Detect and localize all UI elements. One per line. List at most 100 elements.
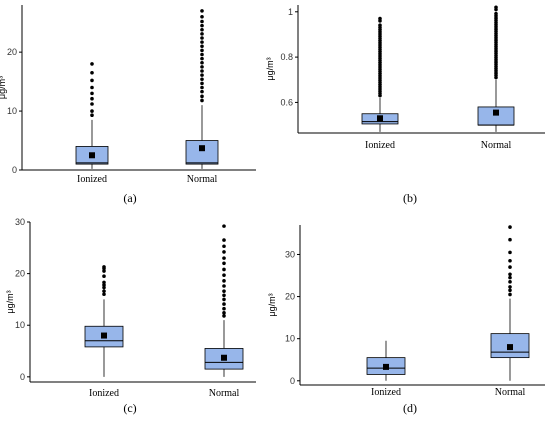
y-tick-label: 0.6 — [280, 97, 293, 107]
outlier-point — [200, 32, 204, 36]
outlier-point — [90, 96, 94, 101]
outlier-point — [200, 9, 204, 13]
outlier-point — [222, 289, 226, 293]
outlier-point — [102, 289, 106, 293]
outlier-point — [90, 91, 94, 96]
outlier-point — [222, 302, 226, 306]
outlier-point — [102, 285, 106, 290]
mean-marker — [383, 363, 389, 370]
panel-label: (a) — [123, 191, 136, 205]
outlier-point — [200, 52, 204, 57]
outlier-point — [102, 280, 106, 285]
mean-marker — [221, 354, 227, 361]
y-tick-label: 0 — [20, 372, 25, 382]
outlier-point — [90, 109, 94, 113]
panel-label: (c) — [123, 401, 136, 415]
outlier-point — [90, 102, 94, 106]
outlier-point — [222, 306, 226, 311]
outlier-point — [222, 261, 226, 266]
mean-marker — [101, 332, 107, 339]
outlier-point — [222, 314, 226, 318]
outlier-point — [200, 69, 204, 73]
outlier-point — [494, 11, 498, 16]
outlier-point — [200, 23, 204, 28]
panel-label: (b) — [403, 191, 417, 205]
category-label: Normal — [187, 174, 218, 185]
outlier-point — [222, 250, 226, 254]
outlier-point — [508, 285, 512, 289]
outlier-point — [222, 256, 226, 260]
outlier-point — [222, 224, 226, 228]
outlier-point — [200, 40, 204, 44]
outlier-point — [222, 279, 226, 283]
outlier-point — [200, 77, 204, 82]
y-tick-label: 10 — [285, 334, 295, 344]
outlier-point — [508, 280, 512, 284]
y-tick-label: 1 — [288, 7, 293, 17]
outlier-point — [200, 73, 204, 77]
outlier-point — [222, 273, 226, 277]
outlier-point — [200, 81, 204, 86]
mean-marker — [493, 109, 499, 116]
y-tick-label: 20 — [7, 47, 17, 57]
outlier-point — [508, 225, 512, 229]
y-axis-title: μg/m³ — [0, 76, 7, 99]
category-label: Ionized — [77, 174, 107, 185]
outlier-point — [200, 14, 204, 19]
outlier-point — [222, 267, 226, 272]
outlier-point — [508, 250, 512, 255]
outlier-point — [200, 44, 204, 49]
y-tick-label: 30 — [15, 217, 25, 227]
outlier-point — [508, 237, 512, 242]
category-label: Ionized — [89, 388, 119, 399]
outlier-point — [90, 113, 94, 117]
iqr-box — [185, 140, 219, 165]
mean-marker — [199, 145, 205, 152]
mean-marker — [377, 115, 383, 122]
outlier-point — [102, 269, 106, 273]
outlier-point — [200, 19, 204, 24]
y-axis-title: μg/m³ — [265, 57, 275, 80]
y-tick-label: 0 — [290, 376, 295, 386]
y-tick-label: 10 — [7, 106, 17, 116]
outlier-point — [102, 292, 106, 297]
outlier-point — [102, 274, 106, 278]
outlier-point — [200, 60, 204, 65]
outlier-point — [222, 297, 226, 302]
mean-marker — [89, 152, 95, 159]
category-label: Normal — [481, 140, 512, 151]
outlier-point — [222, 284, 226, 288]
y-tick-label: 20 — [15, 269, 25, 279]
outlier-point — [200, 89, 204, 94]
mean-marker — [507, 344, 513, 351]
category-label: Normal — [209, 388, 240, 399]
y-tick-label: 10 — [15, 320, 25, 330]
category-label: Ionized — [371, 387, 401, 398]
outlier-point — [378, 16, 382, 21]
outlier-point — [200, 36, 204, 40]
outlier-point — [200, 56, 204, 61]
outlier-point — [90, 85, 94, 90]
outlier-point — [102, 265, 106, 269]
outlier-point — [508, 292, 512, 297]
outlier-point — [200, 85, 204, 90]
outlier-point — [508, 288, 512, 293]
y-axis-title: μg/m³ — [5, 290, 15, 313]
outlier-point — [378, 23, 382, 28]
outlier-point — [200, 94, 204, 99]
outlier-point — [222, 244, 226, 249]
iqr-box — [490, 333, 530, 359]
y-tick-label: 0 — [12, 165, 17, 175]
outlier-point — [90, 70, 94, 75]
outlier-point — [200, 27, 204, 32]
category-label: Ionized — [365, 140, 395, 151]
y-tick-label: 0.8 — [280, 52, 293, 62]
outlier-point — [508, 258, 512, 263]
outlier-point — [90, 62, 94, 66]
y-axis-title: μg/m³ — [267, 293, 277, 316]
outlier-point — [200, 98, 204, 103]
outlier-point — [222, 238, 226, 242]
outlier-point — [222, 293, 226, 298]
outlier-point — [494, 5, 498, 10]
